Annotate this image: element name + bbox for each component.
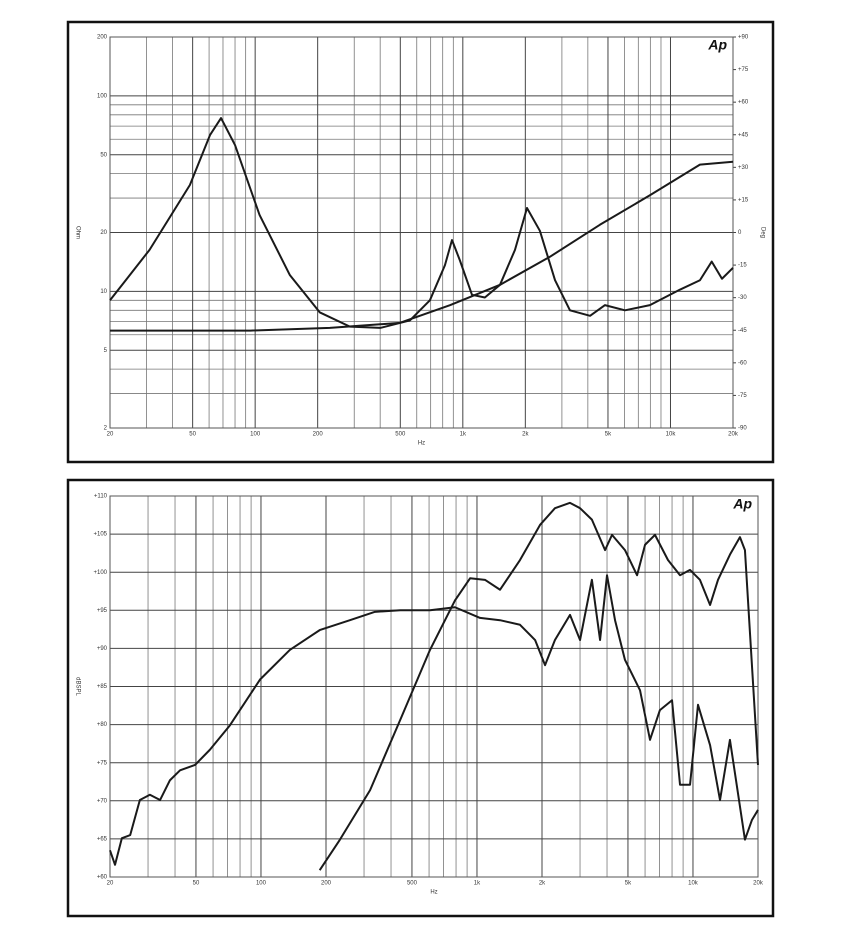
x-tick-label: 10k	[688, 881, 699, 887]
data-line	[318, 501, 759, 871]
y-tick-label: 200	[97, 35, 108, 41]
y2-tick-label: +30	[738, 165, 749, 171]
x-tick-label: 5k	[625, 881, 632, 887]
y-tick-label: 10	[100, 289, 107, 295]
x-tick-label: 5k	[605, 432, 612, 438]
y-tick-label: 100	[97, 93, 108, 99]
y-tick-label: 5	[104, 348, 108, 354]
plot-area	[109, 36, 734, 429]
x-tick-label: 1k	[474, 881, 481, 887]
data-line	[110, 160, 734, 332]
y-tick-label: +80	[97, 722, 108, 728]
y-axis-label: Ohm	[74, 226, 80, 239]
x-tick-label: 10k	[666, 432, 677, 438]
y-tick-label: +75	[97, 760, 108, 766]
y2-tick-label: +60	[738, 100, 749, 106]
y-axis-label: dBSPL	[74, 677, 80, 696]
y2-tick-label: -15	[738, 263, 747, 269]
y2-tick-label: -30	[738, 295, 747, 301]
y2-tick-label: -45	[738, 328, 747, 334]
panel-frame	[66, 478, 775, 918]
y-tick-label: +90	[97, 646, 108, 652]
y-tick-label: +85	[97, 684, 108, 690]
y-tick-label: +70	[97, 798, 108, 804]
x-tick-label: 1k	[460, 432, 467, 438]
y2-tick-label: +90	[738, 35, 749, 41]
x-tick-label: 20k	[753, 881, 764, 887]
y-tick-label: +65	[97, 836, 108, 842]
logo: Ap	[732, 496, 752, 512]
x-tick-label: 20k	[728, 432, 739, 438]
y-tick-label: +105	[93, 532, 107, 538]
x-tick-label: 20	[107, 432, 114, 438]
x-tick-label: 50	[189, 432, 196, 438]
x-tick-label: 100	[256, 881, 267, 887]
panel-frame	[66, 20, 775, 464]
y2-tick-label: +15	[738, 197, 749, 203]
plot-area	[109, 495, 759, 878]
x-tick-label: 50	[193, 881, 200, 887]
x-axis-label: Hz	[430, 890, 437, 896]
x-tick-label: 100	[250, 432, 261, 438]
y2-tick-label: 0	[738, 230, 742, 236]
data-line	[109, 117, 734, 329]
y-tick-label: +95	[97, 608, 108, 614]
x-tick-label: 200	[321, 881, 332, 887]
x-tick-label: 500	[407, 881, 418, 887]
y2-tick-label: -75	[738, 393, 747, 399]
y2-axis-label: Deg	[759, 227, 765, 238]
y-tick-label: +100	[93, 570, 107, 576]
y2-tick-label: +45	[738, 132, 749, 138]
y2-tick-label: +75	[738, 67, 749, 73]
x-tick-label: 500	[395, 432, 406, 438]
logo: Ap	[707, 37, 727, 53]
y-tick-label: 50	[100, 152, 107, 158]
x-tick-label: 20	[107, 881, 114, 887]
y-tick-label: +110	[94, 494, 108, 500]
y-tick-label: 20	[100, 230, 107, 236]
x-axis-label: Hz	[418, 441, 425, 447]
x-tick-label: 2k	[539, 881, 546, 887]
y2-tick-label: -60	[738, 360, 747, 366]
data-line	[109, 574, 759, 866]
x-tick-label: 200	[313, 432, 324, 438]
y-tick-label: +60	[97, 875, 108, 881]
x-tick-label: 2k	[522, 432, 529, 438]
y-tick-label: 2	[104, 426, 108, 432]
y2-tick-label: -90	[738, 426, 747, 432]
